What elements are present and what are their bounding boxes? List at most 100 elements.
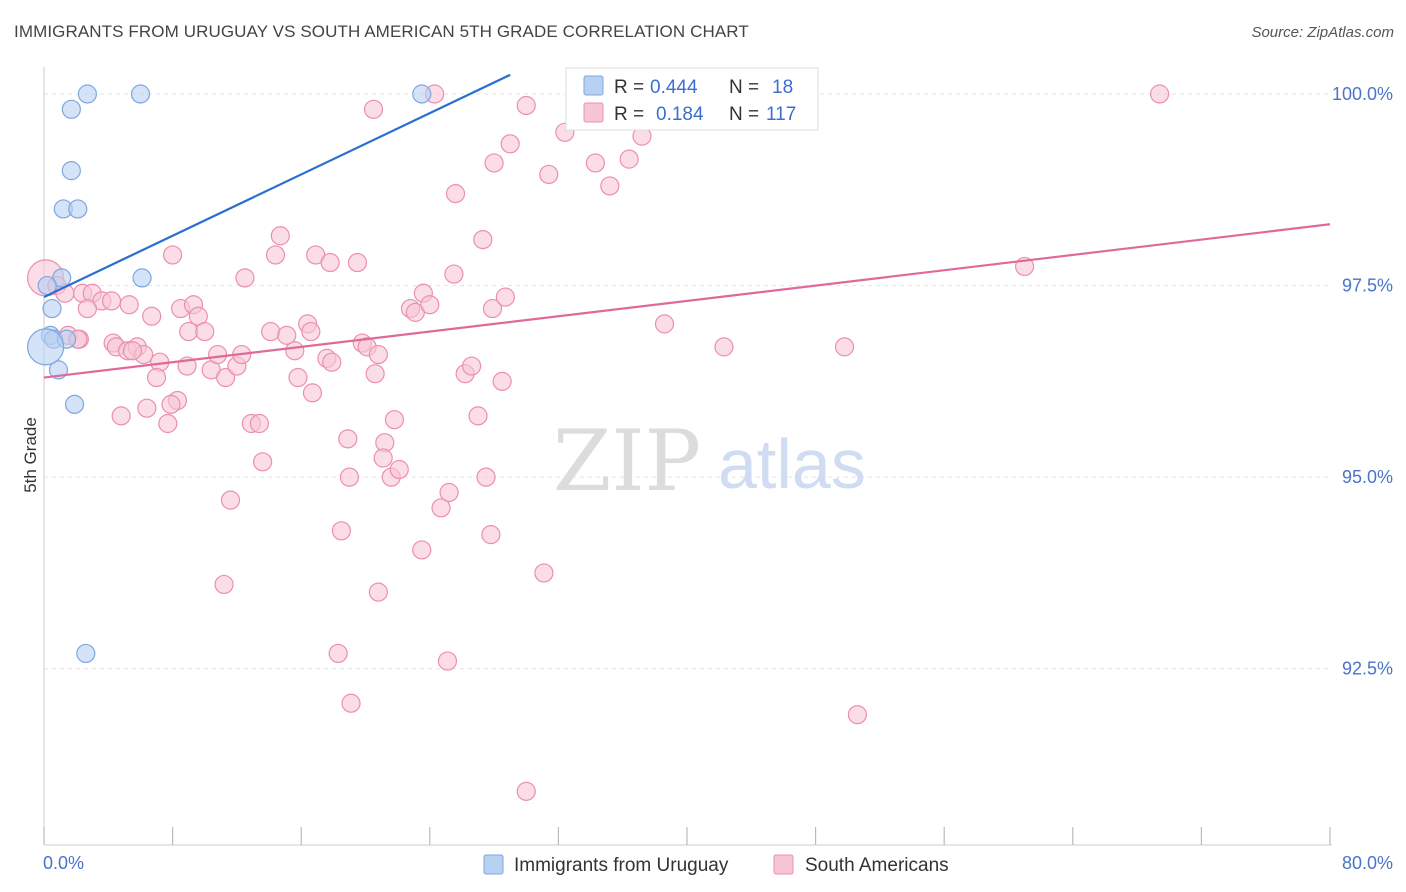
south-americans-point-114 [161,394,181,414]
south-americans-point-101 [600,176,620,196]
uruguay-point-2 [412,84,432,104]
south-americans-point-108 [654,314,675,334]
uruguay-point-7 [132,268,152,288]
uruguay-point-15 [27,328,65,366]
south-americans-point-110 [834,337,855,357]
south-americans-point-54 [320,252,340,273]
south-americans-point-34 [111,406,131,426]
y-tick-label-2: 95.0% [1342,467,1393,487]
south-americans-point-91 [500,134,520,154]
correlation-legend: R = 0.444 N = 18 R = 0.184 N = 117 [565,67,819,131]
south-americans-point-90 [484,153,504,173]
south-americans-point-59 [368,344,388,365]
uruguay-point-0 [77,84,98,104]
south-americans-point-42 [261,321,281,342]
watermark-zip: ZIP [553,412,701,510]
south-americans-point-6 [77,298,98,319]
legend-r-value-2: 0.184 [656,104,704,125]
bottom-legend-swatch-pink [773,854,794,875]
chart-title: IMMIGRANTS FROM URUGUAY VS SOUTH AMERICA… [14,22,749,41]
south-americans-point-67 [373,448,393,468]
south-americans-point-75 [412,540,432,560]
uruguay-point-1 [130,84,151,104]
south-americans-point-47 [301,321,321,342]
bottom-legend-swatch-blue [483,854,504,875]
south-americans-point-7 [101,291,122,311]
south-americans-point-40 [220,490,241,510]
south-americans-point-41 [214,574,234,595]
south-americans-point-38 [249,413,270,434]
south-americans-point-105 [363,99,384,119]
south-americans-point-8 [119,295,139,315]
south-americans-point-84 [482,298,503,319]
trend-lines [43,73,1331,379]
y-axis-title: 5th Grade [21,417,40,493]
south-americans-point-33 [137,398,157,418]
south-americans-point-81 [468,406,488,426]
south-americans-point-93 [539,164,559,185]
south-americans-point-109 [714,337,734,357]
south-americans-point-69 [389,459,409,480]
south-americans-point-58 [365,364,385,384]
grid-lines [44,93,1330,670]
south-americans-point-88 [444,264,464,284]
south-americans-point-29 [216,367,236,388]
south-americans-point-74 [420,295,440,315]
legend-n-value-1: 18 [772,77,793,98]
uruguay-point-14 [64,394,85,414]
legend-swatch-pink [583,102,604,123]
south-americans-point-80 [461,356,482,376]
south-americans-trend-line [43,223,1331,379]
x-tick-label-1: 80.0% [1342,853,1393,873]
south-americans-point-49 [265,245,286,265]
legend-n-label-2: N = [729,104,759,125]
south-americans-point-63 [328,643,348,664]
south-americans-point-32 [235,268,255,288]
y-tick-label-1: 97.5% [1342,276,1393,296]
legend-n-label-1: N = [729,77,759,98]
axes [43,67,1332,846]
bottom-legend-label-2: South Americans [805,855,949,876]
south-americans-point-107 [516,781,536,801]
south-americans-point-83 [481,525,501,545]
south-americans-point-61 [338,429,358,449]
legend-r-label-2: R = [614,104,644,125]
y-tick-label-3: 92.5% [1342,659,1393,679]
legend-n-value-2: 117 [766,104,796,125]
south-americans-point-100 [619,149,639,169]
south-americans-point-55 [347,252,368,273]
south-americans-point-35 [158,413,178,434]
south-americans-point-25 [195,321,215,342]
legend-r-value-1: 0.444 [650,77,698,98]
south-americans-point-87 [445,184,466,204]
watermark-atlas: atlas [718,425,866,503]
south-americans-point-62 [339,467,360,487]
source-label: Source: ZipAtlas.com [1251,24,1394,41]
south-americans-point-85 [495,287,515,307]
south-americans-point-113 [1150,84,1170,104]
south-americans-point-89 [473,229,493,250]
south-americans-point-92 [516,95,536,116]
south-americans-point-17 [142,306,162,326]
south-americans-point-28 [208,344,228,365]
y-tick-label-0: 100.0% [1332,84,1393,104]
uruguay-point-9 [42,298,62,319]
legend-r-label-1: R = [614,77,644,98]
series-immigrants-from-uruguay [27,84,432,664]
south-americans-point-44 [285,341,305,361]
legend-swatch-blue [583,75,604,96]
uruguay-point-6 [68,199,88,219]
south-americans-point-53 [322,352,342,372]
south-americans-point-106 [534,563,554,583]
south-americans-point-86 [492,371,512,391]
south-americans-point-19 [146,367,167,388]
south-americans-point-24 [179,321,199,342]
tick-labels: 100.0% 97.5% 95.0% 92.5% 0.0% 80.0% [43,84,1393,873]
uruguay-point-4 [61,161,81,181]
south-americans-point-76 [431,498,451,518]
south-americans-point-99 [585,153,605,173]
south-americans-point-43 [277,325,297,345]
series-south-americans [27,84,1170,801]
south-americans-point-64 [341,693,361,713]
